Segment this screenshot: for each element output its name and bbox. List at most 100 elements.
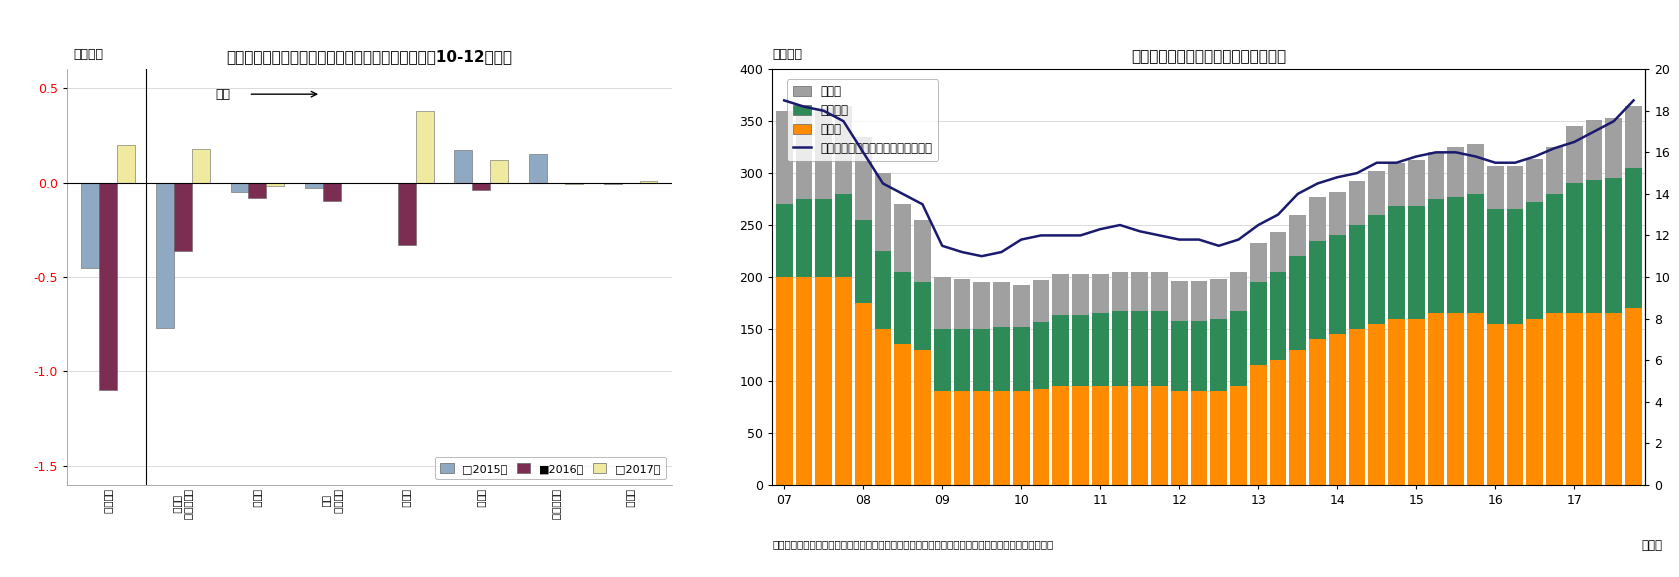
Bar (248, 182, 267, 198)
Bar (1132, 386, 1148, 485)
Bar (1488, 166, 1504, 209)
Bar (796, 199, 813, 277)
Bar (455, 151, 472, 182)
Bar (1389, 319, 1405, 485)
Bar (1368, 324, 1385, 485)
Bar (913, 350, 930, 485)
Bar (1585, 120, 1602, 181)
Bar (1506, 324, 1523, 485)
Bar (1328, 192, 1345, 235)
Bar (796, 277, 813, 485)
Bar (1526, 159, 1543, 202)
Bar (1427, 313, 1444, 485)
Bar (1231, 386, 1247, 485)
Title: （図表９）リスク性資産の残高と割合: （図表９）リスク性資産の残高と割合 (1132, 49, 1286, 64)
Bar (855, 137, 871, 220)
Text: （年）: （年） (1642, 539, 1662, 552)
Bar (974, 329, 991, 391)
Bar (776, 277, 792, 485)
Bar (1073, 386, 1090, 485)
Bar (118, 145, 134, 182)
Bar (875, 329, 892, 485)
Bar (1053, 316, 1070, 386)
Title: （図表８）株式・出資金・投信除く証券のフロー（10-12月期）: （図表８）株式・出資金・投信除く証券のフロー（10-12月期） (227, 49, 512, 64)
Bar (1447, 313, 1464, 485)
Bar (1111, 386, 1128, 485)
Bar (974, 391, 991, 485)
Bar (1132, 311, 1148, 386)
Bar (1073, 316, 1090, 386)
Bar (816, 108, 833, 199)
Bar (1190, 281, 1207, 321)
Bar (913, 282, 930, 350)
Bar (1526, 202, 1543, 319)
Bar (1409, 319, 1425, 485)
Bar (1328, 334, 1345, 485)
Bar (1190, 321, 1207, 391)
Bar (1467, 313, 1484, 485)
Bar (1289, 215, 1306, 256)
Bar (1170, 321, 1187, 391)
Bar (796, 108, 813, 199)
Bar (1289, 350, 1306, 485)
Bar (1111, 311, 1128, 386)
Bar (1091, 386, 1108, 485)
Bar (954, 279, 970, 329)
Bar (1447, 197, 1464, 313)
Bar (1506, 166, 1523, 209)
Bar (1506, 209, 1523, 324)
Text: 内訳: 内訳 (215, 88, 230, 100)
Bar (267, 182, 284, 186)
Bar (934, 277, 950, 329)
Bar (322, 182, 341, 201)
Bar (1389, 163, 1405, 207)
Bar (81, 182, 99, 268)
Bar (1073, 274, 1090, 316)
Bar (1310, 197, 1326, 241)
Bar (855, 303, 871, 485)
Bar (1091, 274, 1108, 313)
Bar (1526, 319, 1543, 485)
Bar (1310, 339, 1326, 485)
Text: （兆円）: （兆円） (74, 48, 102, 61)
Bar (816, 199, 833, 277)
Bar (1488, 209, 1504, 324)
Bar (1567, 183, 1583, 313)
Bar (834, 106, 851, 194)
Bar (934, 329, 950, 391)
Bar (1605, 178, 1622, 313)
Bar (895, 272, 912, 344)
Bar (640, 181, 658, 182)
Bar (1190, 391, 1207, 485)
Bar (992, 327, 1009, 391)
Bar (855, 220, 871, 303)
Bar (875, 173, 892, 251)
Bar (1170, 281, 1187, 321)
Bar (776, 204, 792, 277)
Bar (1389, 207, 1405, 319)
Bar (1033, 321, 1049, 389)
Bar (1132, 272, 1148, 311)
Bar (1033, 280, 1049, 321)
Bar (1467, 194, 1484, 313)
Bar (913, 220, 930, 282)
Bar (1427, 199, 1444, 313)
Bar (1152, 272, 1169, 311)
Bar (1488, 324, 1504, 485)
Bar (306, 182, 322, 188)
Bar (1012, 391, 1029, 485)
Bar (156, 182, 175, 328)
Bar (1409, 160, 1425, 207)
Bar (954, 329, 970, 391)
Bar (1567, 126, 1583, 183)
Bar (230, 182, 248, 192)
Bar (1053, 386, 1070, 485)
Bar (1546, 147, 1563, 194)
Bar (1289, 256, 1306, 350)
Bar (1567, 313, 1583, 485)
Bar (529, 154, 547, 182)
Bar (1348, 181, 1365, 225)
Bar (875, 251, 892, 329)
Bar (992, 282, 1009, 327)
Bar (934, 391, 950, 485)
